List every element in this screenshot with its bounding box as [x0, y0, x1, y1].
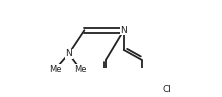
Text: N: N — [120, 26, 127, 35]
Text: N: N — [65, 49, 72, 58]
Text: Cl: Cl — [162, 85, 171, 94]
Text: Me: Me — [49, 65, 61, 74]
Text: Me: Me — [74, 65, 87, 74]
